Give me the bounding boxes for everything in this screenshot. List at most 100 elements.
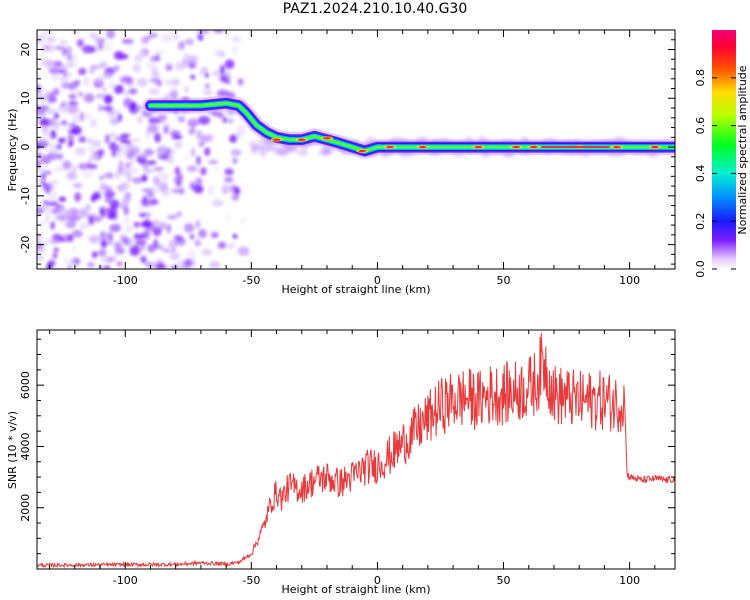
spectrogram-noise-blob — [142, 195, 148, 205]
spectrogram-noise-blob — [117, 166, 124, 175]
spectrogram-noise-blob — [136, 77, 148, 87]
top-x-tick-label: -100 — [113, 274, 138, 287]
spectrogram-noise-blob — [157, 261, 164, 269]
spectrogram-noise-blob — [80, 112, 92, 120]
spectrogram-noise-blob — [187, 118, 199, 128]
spectrogram-noise-blob — [200, 66, 209, 73]
spectrogram-noise-blob — [53, 45, 66, 50]
bottom-x-tick-label: -50 — [242, 574, 260, 587]
spectrogram-noise-blob — [231, 36, 242, 42]
spectrogram-hotspot — [323, 137, 331, 140]
spectrogram-noise-blob — [95, 93, 107, 99]
spectrogram-noise-blob — [219, 64, 226, 75]
spectrogram-noise-blob — [200, 167, 207, 176]
spectrogram-noise-blob — [69, 215, 81, 222]
spectrogram-noise-blob — [71, 114, 81, 124]
spectrogram-noise-blob — [78, 221, 90, 230]
spectrogram-noise-blob — [213, 47, 222, 58]
spectrogram-noise-blob — [225, 211, 230, 221]
spectrogram-noise-blob — [98, 249, 107, 257]
spectrogram-noise-blob — [227, 118, 234, 124]
spectrogram-noise-blob — [104, 190, 116, 199]
spectrogram-noise-blob — [134, 239, 147, 246]
spectrogram-noise-blob — [41, 125, 49, 135]
spectrogram-noise-blob — [161, 33, 173, 43]
spectrogram-noise-blob — [86, 159, 92, 168]
spectrogram-noise-blob — [204, 72, 209, 78]
spectrogram-noise-blob — [97, 104, 104, 112]
spectrogram-noise-blob — [144, 261, 155, 268]
top-x-tick-label: 50 — [497, 274, 511, 287]
spectrogram-noise-blob — [114, 253, 119, 259]
spectrogram-noise-blob — [54, 266, 63, 269]
spectrogram-noise-blob — [43, 199, 49, 206]
spectrogram-noise-blob — [161, 248, 172, 253]
spectrogram-noise-blob — [39, 117, 50, 127]
spectrogram-noise-blob — [143, 217, 151, 228]
spectrogram-noise-blob — [220, 76, 227, 83]
spectrogram-noise-blob — [132, 177, 143, 184]
spectrogram-noise-blob — [127, 40, 132, 50]
spectrogram-noise-blob — [189, 234, 195, 240]
spectrogram-noise-blob — [119, 234, 127, 243]
spectrogram-noise-blob — [89, 31, 96, 39]
spectrogram-noise-blob — [141, 174, 148, 182]
spectrogram-hotspot — [272, 138, 281, 141]
top-x-tick-label: 0 — [374, 274, 381, 287]
spectrogram-noise-blob — [93, 216, 102, 223]
top-x-axis-label: Height of straight line (km) — [281, 283, 430, 296]
spectrogram-noise-blob — [87, 137, 93, 145]
spectrogram-noise-blob — [196, 155, 201, 166]
spectrogram-hotspot — [613, 145, 621, 149]
spectrogram-noise-blob — [113, 84, 124, 95]
bottom-x-tick-label: 0 — [374, 574, 381, 587]
spectrogram-noise-blob — [214, 166, 220, 172]
top-x-tick-label: -50 — [242, 274, 260, 287]
spectrogram-noise-blob — [143, 168, 153, 174]
spectrogram-noise-blob — [99, 175, 104, 180]
spectrogram-noise-blob — [224, 168, 234, 176]
spectrogram-noise-blob — [223, 176, 234, 183]
spectrogram-noise-blob — [237, 246, 250, 256]
spectrogram-noise-blob — [67, 171, 77, 181]
spectrogram-noise-blob — [67, 101, 79, 106]
spectrogram-noise-blob — [63, 123, 70, 132]
spectrogram-noise-blob — [103, 172, 115, 179]
spectrogram-noise-blob — [106, 30, 115, 39]
spectrogram-noise-blob — [234, 187, 241, 195]
spectrogram-noise-blob — [198, 115, 211, 125]
spectrogram-noise-blob — [176, 211, 182, 217]
spectrogram-noise-blob — [169, 252, 180, 260]
top-y-tick-label: 20 — [19, 43, 32, 57]
spectrogram-noise-blob — [153, 238, 159, 249]
spectrogram-noise-blob — [108, 206, 117, 217]
spectrogram-noise-blob — [171, 79, 181, 85]
spectrogram-noise-blob — [45, 213, 50, 224]
spectrogram-noise-blob — [224, 59, 235, 70]
spectrogram-noise-blob — [89, 152, 98, 162]
spectrogram-noise-blob — [48, 183, 55, 191]
spectrogram-noise-blob — [37, 137, 42, 144]
spectrogram-noise-blob — [159, 221, 167, 230]
spectrogram-noise-blob — [222, 116, 228, 123]
spectrogram-noise-blob — [121, 90, 131, 96]
spectrogram-noise-blob — [53, 167, 65, 173]
spectrogram-noise-blob — [44, 185, 49, 194]
spectrogram-noise-blob — [56, 143, 62, 151]
spectrogram-noise-blob — [201, 248, 213, 256]
spectrogram-noise-blob — [141, 230, 151, 240]
spectrogram-noise-blob — [204, 83, 210, 89]
spectrogram-noise-blob — [92, 191, 101, 199]
spectrogram-noise-blob — [169, 130, 181, 137]
bottom-x-tick-label: -100 — [113, 574, 138, 587]
spectrogram-noise-blob — [55, 120, 60, 131]
spectrogram-noise-blob — [108, 109, 116, 118]
spectrogram-noise-blob — [147, 123, 159, 134]
spectrogram-noise-blob — [119, 201, 129, 211]
top-y-axis-label: Frequency (Hz) — [6, 109, 19, 192]
snr-series-line — [37, 332, 675, 569]
spectrogram-noise-blob — [131, 138, 141, 143]
spectrogram-noise-blob — [60, 101, 67, 108]
spectrogram-noise-blob — [71, 244, 77, 252]
spectrogram-noise-blob — [139, 243, 145, 252]
